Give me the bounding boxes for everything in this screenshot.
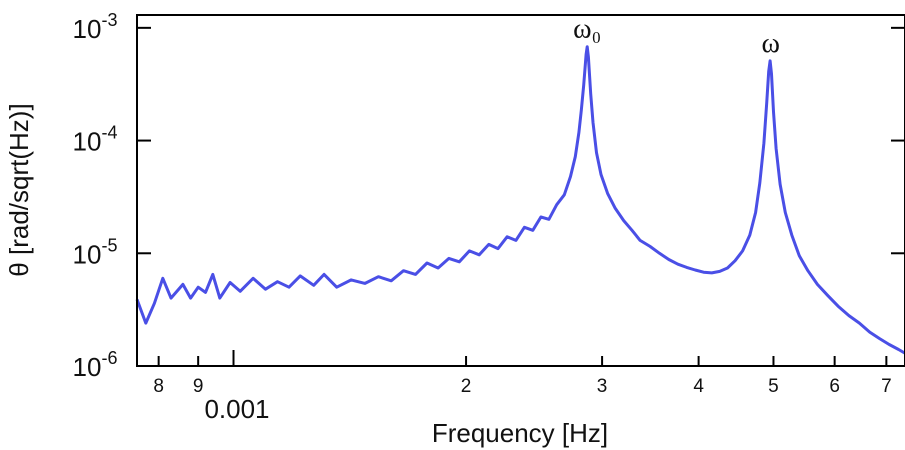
plot-frame [136, 14, 905, 367]
y-tick-label: 10-4 [73, 123, 118, 157]
y-axis-label-group: θ [rad/sqrt(Hz)] [4, 103, 34, 276]
x-axis-label: Frequency [Hz] [432, 418, 608, 448]
x-tick-label: 3 [597, 376, 608, 397]
peak-annotation: ω [762, 28, 780, 59]
series-line [135, 45, 905, 355]
y-tick-label: 10-6 [73, 348, 118, 382]
x-tick-label: 2 [461, 376, 472, 397]
y-tick-label: 10-3 [73, 10, 118, 44]
y-tick-label: 10-5 [73, 235, 118, 269]
y-axis-label: θ [rad/sqrt(Hz)] [4, 103, 34, 276]
x-decade-label: 0.001 [204, 394, 269, 424]
x-tick-label: 9 [193, 376, 204, 397]
plot-layer [135, 45, 905, 355]
ticks-layer: 8 9 2 3 4 5 6 7 10-6 10-5 10-4 10-3 [73, 10, 905, 397]
x-tick-label: 5 [768, 376, 779, 397]
x-tick-label: 8 [153, 376, 164, 397]
annotation-layer: ω₀ ω [573, 13, 780, 59]
x-tick-label: 6 [829, 376, 840, 397]
x-tick-label: 7 [881, 376, 892, 397]
peak-annotation: ω₀ [573, 13, 601, 44]
x-tick-label: 4 [693, 376, 704, 397]
